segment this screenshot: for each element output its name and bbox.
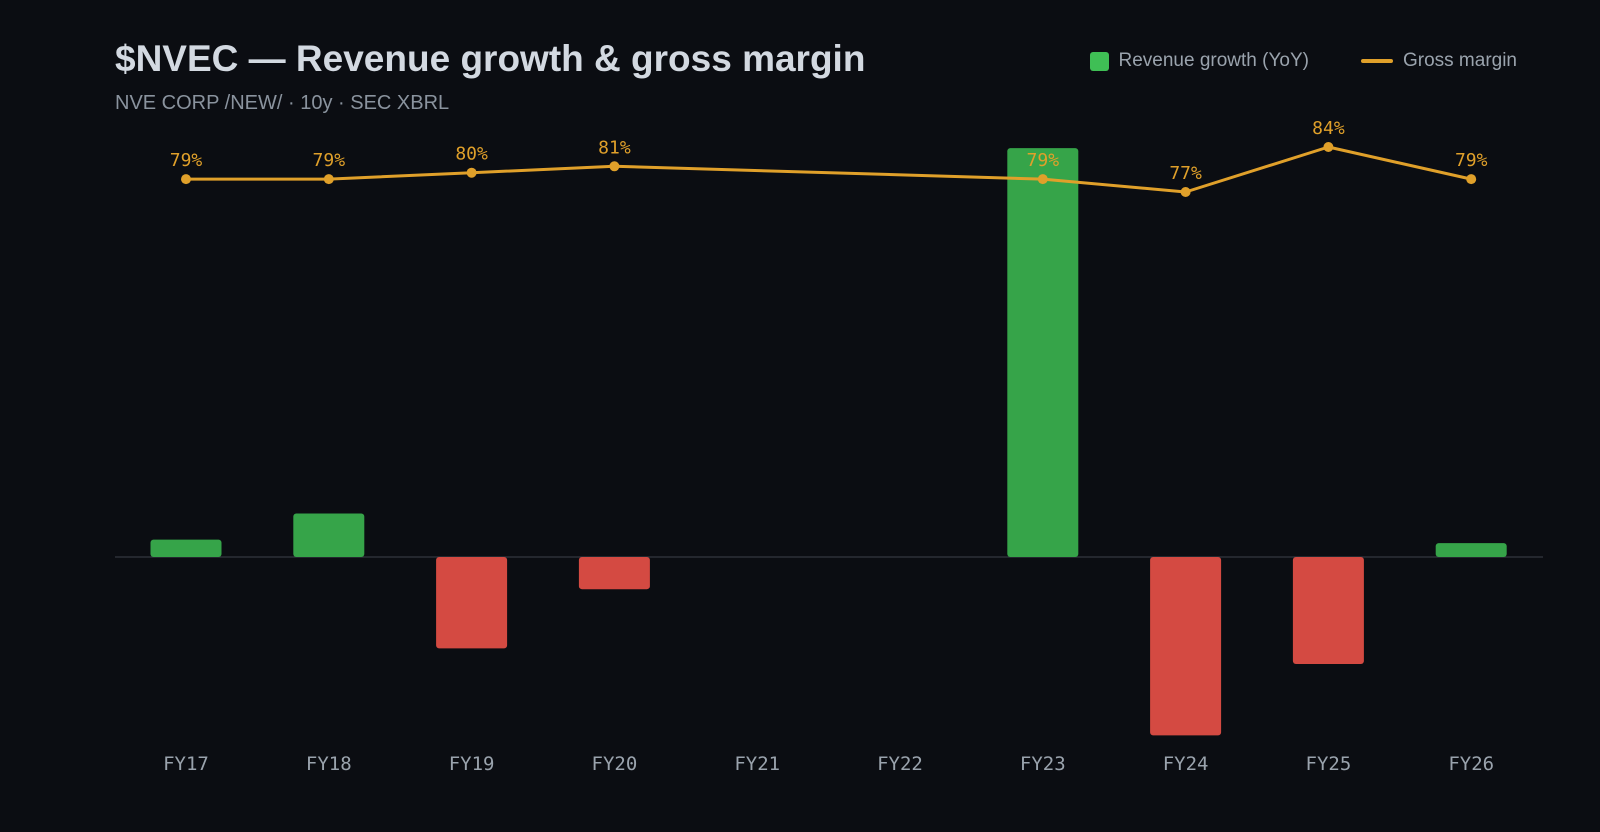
bar-fy25 (1292, 557, 1364, 665)
margin-point-fy20 (609, 161, 620, 172)
x-tick-fy26: FY26 (1448, 753, 1494, 775)
legend-label-revenue-growth: Revenue growth (YoY) (1118, 50, 1309, 71)
x-tick-fy22: FY22 (877, 753, 923, 775)
margin-point-fy19 (466, 167, 477, 178)
margin-label-fy25: 84% (1312, 118, 1345, 139)
x-tick-fy18: FY18 (306, 753, 352, 775)
bar-fy26 (1435, 543, 1507, 557)
bar-fy18 (293, 513, 365, 557)
x-tick-fy25: FY25 (1306, 753, 1352, 775)
margin-label-fy19: 80% (455, 144, 488, 165)
bar-fy20 (578, 557, 650, 590)
x-tick-fy24: FY24 (1163, 753, 1209, 775)
chart-subtitle: NVE CORP /NEW/ · 10y · SEC XBRL (115, 92, 450, 114)
margin-label-fy24: 77% (1169, 163, 1202, 184)
margin-label-fy26: 79% (1455, 150, 1488, 171)
legend-label-gross-margin: Gross margin (1402, 50, 1517, 71)
x-tick-fy23: FY23 (1020, 753, 1066, 775)
x-tick-fy17: FY17 (163, 753, 209, 775)
margin-label-fy20: 81% (598, 137, 631, 158)
chart-title: $NVEC — Revenue growth & gross margin (115, 38, 866, 79)
x-tick-fy21: FY21 (734, 753, 780, 775)
margin-point-fy25 (1323, 142, 1334, 152)
margin-label-fy17: 79% (170, 150, 203, 171)
margin-point-fy23 (1037, 174, 1048, 185)
x-tick-fy20: FY20 (592, 753, 638, 775)
margin-label-fy18: 79% (313, 150, 346, 171)
margin-point-fy17 (181, 174, 191, 185)
legend-swatch-revenue-growth (1089, 51, 1109, 71)
x-tick-fy19: FY19 (449, 753, 495, 775)
legend-item-revenue-growth: Revenue growth (YoY) (1089, 50, 1309, 72)
bar-fy23 (1007, 148, 1079, 557)
legend-swatch-gross-margin (1360, 59, 1393, 63)
margin-label-fy23: 79% (1027, 150, 1060, 171)
margin-point-fy26 (1466, 174, 1477, 185)
bar-fy24 (1150, 557, 1222, 736)
margin-point-fy24 (1180, 187, 1191, 197)
bar-fy19 (436, 557, 508, 649)
legend-item-gross-margin: Gross margin (1360, 50, 1517, 72)
bar-fy17 (150, 539, 222, 557)
gross-margin-line (186, 145, 1472, 194)
margin-point-fy18 (323, 174, 334, 185)
legend: Revenue growth (YoY) Gross margin (1089, 50, 1517, 72)
